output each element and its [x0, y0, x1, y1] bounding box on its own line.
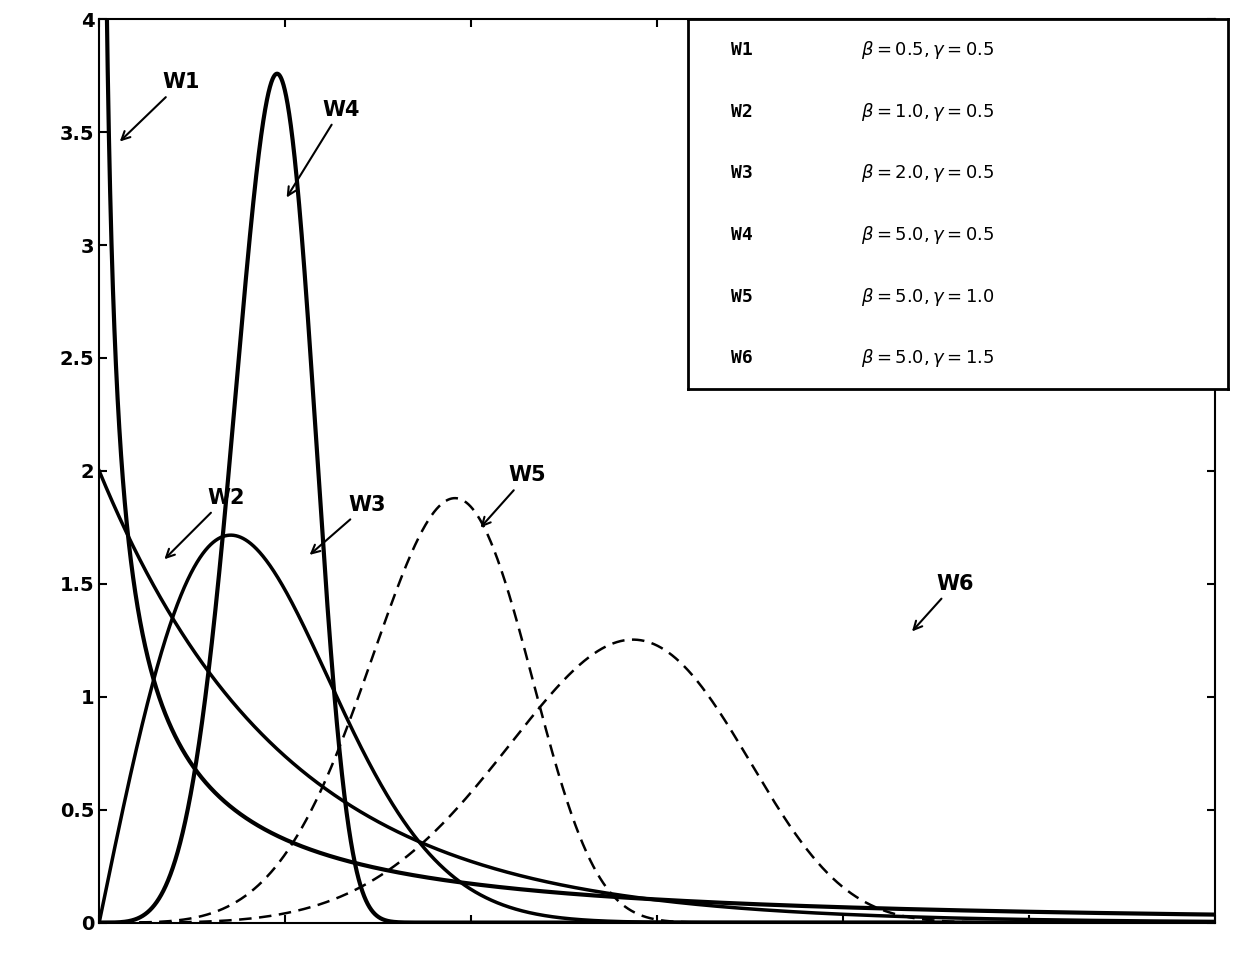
- Text: $\beta = 5.0, \gamma = 1.0$: $\beta = 5.0, \gamma = 1.0$: [861, 285, 994, 308]
- Text: $\beta = 0.5, \gamma = 0.5$: $\beta = 0.5, \gamma = 0.5$: [861, 39, 994, 62]
- Text: W5: W5: [482, 465, 546, 526]
- Text: W5: W5: [732, 287, 753, 306]
- Text: W1: W1: [732, 41, 753, 59]
- Text: W2: W2: [166, 488, 244, 557]
- Text: W3: W3: [732, 164, 753, 183]
- Text: W1: W1: [122, 72, 200, 140]
- Text: $\beta = 2.0, \gamma = 0.5$: $\beta = 2.0, \gamma = 0.5$: [861, 162, 994, 185]
- Text: $\beta = 5.0, \gamma = 1.5$: $\beta = 5.0, \gamma = 1.5$: [861, 347, 994, 369]
- Text: W6: W6: [914, 574, 973, 629]
- Text: $\beta = 1.0, \gamma = 0.5$: $\beta = 1.0, \gamma = 0.5$: [861, 101, 994, 123]
- Text: W4: W4: [732, 226, 753, 244]
- Text: $\beta = 5.0, \gamma = 0.5$: $\beta = 5.0, \gamma = 0.5$: [861, 224, 994, 246]
- Text: W6: W6: [732, 350, 753, 367]
- Text: W3: W3: [311, 495, 386, 554]
- Text: W2: W2: [732, 103, 753, 121]
- Text: W4: W4: [288, 100, 360, 195]
